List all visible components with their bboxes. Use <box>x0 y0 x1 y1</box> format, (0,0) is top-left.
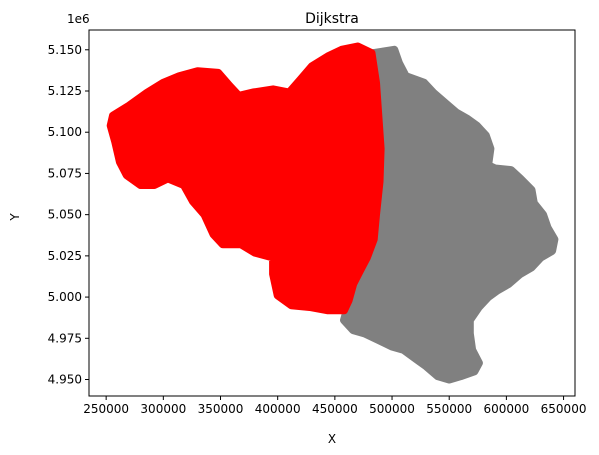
y-tick-label: 5.025 <box>48 249 82 263</box>
x-tick-label: 650000 <box>541 402 587 416</box>
x-tick-label: 350000 <box>198 402 244 416</box>
plot-frame <box>88 29 576 397</box>
x-tick-label: 600000 <box>483 402 529 416</box>
y-axis: 4.950 4.975 5.000 5.025 5.050 5.075 5.100 5.125… <box>48 43 89 387</box>
x-tick-label: 450000 <box>312 402 358 416</box>
y-axis-label: Y <box>8 213 22 222</box>
y-tick-label: 5.125 <box>48 84 82 98</box>
y-tick-label: 4.975 <box>48 331 82 345</box>
x-tick-label: 550000 <box>426 402 472 416</box>
data-layer <box>106 42 559 384</box>
y-tick-label: 4.950 <box>48 373 82 387</box>
y-tick-label: 5.075 <box>48 166 82 180</box>
series-1-region-0 <box>106 42 385 315</box>
x-tick-label: 250000 <box>83 402 129 416</box>
y-tick-label: 5.150 <box>48 43 82 57</box>
y-tick-label: 5.100 <box>48 125 82 139</box>
y-offset-label: 1e6 <box>67 12 90 26</box>
x-tick-label: 500000 <box>369 402 415 416</box>
x-axis: 250000 300000 350000 400000 450000 500000 5500… <box>83 396 586 416</box>
chart-title: Dijkstra <box>305 11 359 27</box>
x-tick-label: 300000 <box>140 402 186 416</box>
x-tick-label: 400000 <box>255 402 301 416</box>
y-tick-label: 5.000 <box>48 290 82 304</box>
y-tick-label: 5.050 <box>48 208 82 222</box>
x-axis-label: X <box>328 432 336 446</box>
